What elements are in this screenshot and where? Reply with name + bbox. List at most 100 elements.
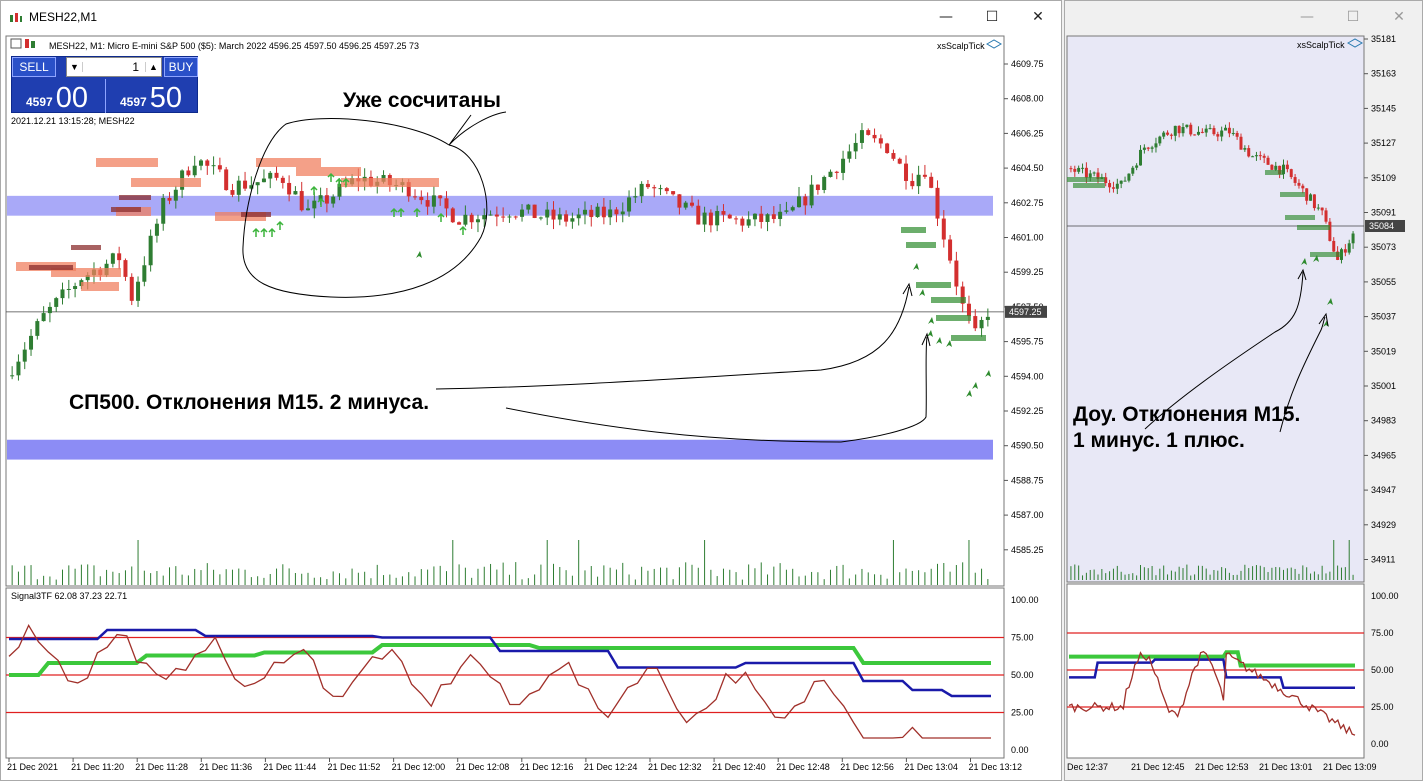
candle-body: [482, 215, 487, 220]
candle-body: [985, 316, 990, 320]
close-button-2[interactable]: ✕: [1393, 8, 1405, 25]
time-tick-label: 21 Dec 11:52: [328, 762, 381, 772]
candle-body: [324, 195, 329, 204]
price-chart-dow[interactable]: xsScalpTick 35181 35163 35145 35127 35109 3509…: [1065, 32, 1422, 780]
candle-body: [419, 196, 424, 201]
candle-body: [1258, 155, 1262, 157]
candle-body: [601, 206, 606, 218]
price-chart-sp500[interactable]: MESH22, M1: Micro E-mini S&P 500 ($5): M…: [1, 32, 1061, 780]
current-price-label: 35084: [1369, 221, 1394, 231]
buy-button[interactable]: BUY: [164, 57, 198, 77]
candle-body: [1208, 128, 1212, 130]
sell-price[interactable]: 4597 00: [26, 79, 88, 113]
arrow-signal-icon: [966, 390, 972, 397]
candle-body: [759, 213, 764, 222]
candle-body: [708, 212, 713, 226]
chevron-up-icon[interactable]: ▲: [145, 62, 161, 72]
maximize-button-2[interactable]: ☐: [1346, 8, 1360, 25]
candle-body: [444, 198, 449, 209]
price-tick-label: 4599.25: [1011, 267, 1044, 277]
candle-body: [960, 286, 965, 304]
main-panel: [5, 35, 1005, 587]
time-tick-label: 21 Dec 12:08: [456, 762, 510, 772]
zone-box-green: [901, 227, 926, 233]
sell-button[interactable]: SELL: [12, 57, 56, 77]
candle-body: [1181, 127, 1185, 134]
quantity-stepper[interactable]: ▼ 1 ▲: [66, 57, 162, 77]
arrow-up-icon: [268, 227, 276, 237]
candle-body: [1282, 164, 1285, 175]
title-bar-2[interactable]: — ☐ ✕: [1065, 1, 1422, 32]
osc-tick-label: 100.00: [1011, 595, 1039, 605]
candle-body: [614, 209, 619, 215]
minimize-button[interactable]: —: [939, 8, 953, 25]
candle-body: [696, 205, 701, 225]
zone-box-maroon: [241, 212, 271, 217]
candle-body: [331, 196, 336, 204]
osc-tick-label: 50.00: [1011, 670, 1034, 680]
chart-window-dow[interactable]: — ☐ ✕ xsScalpTick 35181 35163 35145 35127 351…: [1064, 0, 1423, 781]
candle-body: [683, 202, 688, 208]
zone-box-green: [951, 335, 986, 341]
hand-drawn-arrow: [505, 332, 931, 443]
candle-body: [1243, 148, 1247, 150]
time-tick-label: 21 Dec 12:48: [776, 762, 830, 772]
candle-body: [859, 130, 864, 143]
time-tick-label: 21 Dec 13:01: [1259, 762, 1313, 772]
candle-body: [538, 217, 543, 219]
candle-body: [1123, 180, 1127, 182]
candle-body: [1185, 124, 1189, 128]
candle-body: [1135, 165, 1139, 168]
candle-body: [1196, 131, 1200, 135]
chart-window-mes[interactable]: MESH22,M1 — ☐ ✕ MESH22, M1: Micro E-mini…: [0, 0, 1062, 781]
annotation-dow-line1: Доу. Отклонения М15.: [1073, 403, 1301, 426]
quantity-input[interactable]: 1: [132, 60, 139, 74]
candle-body: [532, 204, 537, 219]
candle-body: [306, 208, 311, 211]
candle-body: [841, 158, 846, 173]
close-button[interactable]: ✕: [1032, 8, 1044, 25]
candle-body: [702, 212, 707, 225]
candle-body: [1150, 147, 1154, 149]
candle-body: [1088, 173, 1092, 178]
candle-body: [450, 208, 455, 223]
osc-tick-label: 0.00: [1011, 745, 1029, 755]
arrow-up-icon: [397, 207, 405, 217]
candle-body: [488, 214, 493, 216]
zone-box-green: [1310, 252, 1343, 257]
candle-body: [1309, 194, 1313, 201]
zone-box-green: [1297, 225, 1330, 230]
candle-body: [312, 200, 317, 209]
time-tick-label: 21 Dec 12:32: [648, 762, 702, 772]
chevron-down-icon[interactable]: ▼: [67, 62, 83, 72]
chart-bars-icon: [25, 39, 29, 48]
zone-box-orange: [131, 178, 201, 187]
candle-body: [715, 211, 720, 226]
arrow-up-icon: [252, 227, 260, 237]
candle-body: [1154, 143, 1158, 148]
candle-body: [1328, 221, 1332, 241]
indicator-name: xsScalpTick: [937, 41, 985, 51]
candle-body: [22, 349, 27, 362]
price-tick-label: 35037: [1371, 312, 1396, 322]
time-tick-label: 21 Dec 12:16: [520, 762, 574, 772]
one-click-trading-panel: SELL ▼ 1 ▲ BUY 4597 00 4597 50: [11, 56, 198, 113]
oscillator-green-line: [9, 643, 991, 677]
candle-body: [1204, 128, 1208, 133]
title-bar[interactable]: MESH22,M1 — ☐ ✕: [1, 1, 1061, 32]
zone-box-green: [1285, 215, 1315, 220]
arrow-up-icon: [342, 177, 350, 187]
arrow-signal-icon: [927, 330, 933, 337]
price-tick-label: 34911: [1371, 555, 1395, 565]
minimize-button-2[interactable]: —: [1300, 8, 1314, 25]
osc-tick-label: 100.00: [1371, 591, 1399, 601]
price-tick-label: 34947: [1371, 485, 1396, 495]
buy-price[interactable]: 4597 50: [120, 79, 182, 113]
candle-body: [198, 160, 203, 166]
time-tick-label: 21 Dec 11:36: [199, 762, 252, 772]
price-tick-label: 35109: [1371, 173, 1396, 183]
candle-body: [161, 197, 166, 224]
maximize-button[interactable]: ☐: [985, 8, 999, 25]
time-tick-label: 21 Dec 12:53: [1195, 762, 1249, 772]
candle-body: [1142, 147, 1146, 150]
